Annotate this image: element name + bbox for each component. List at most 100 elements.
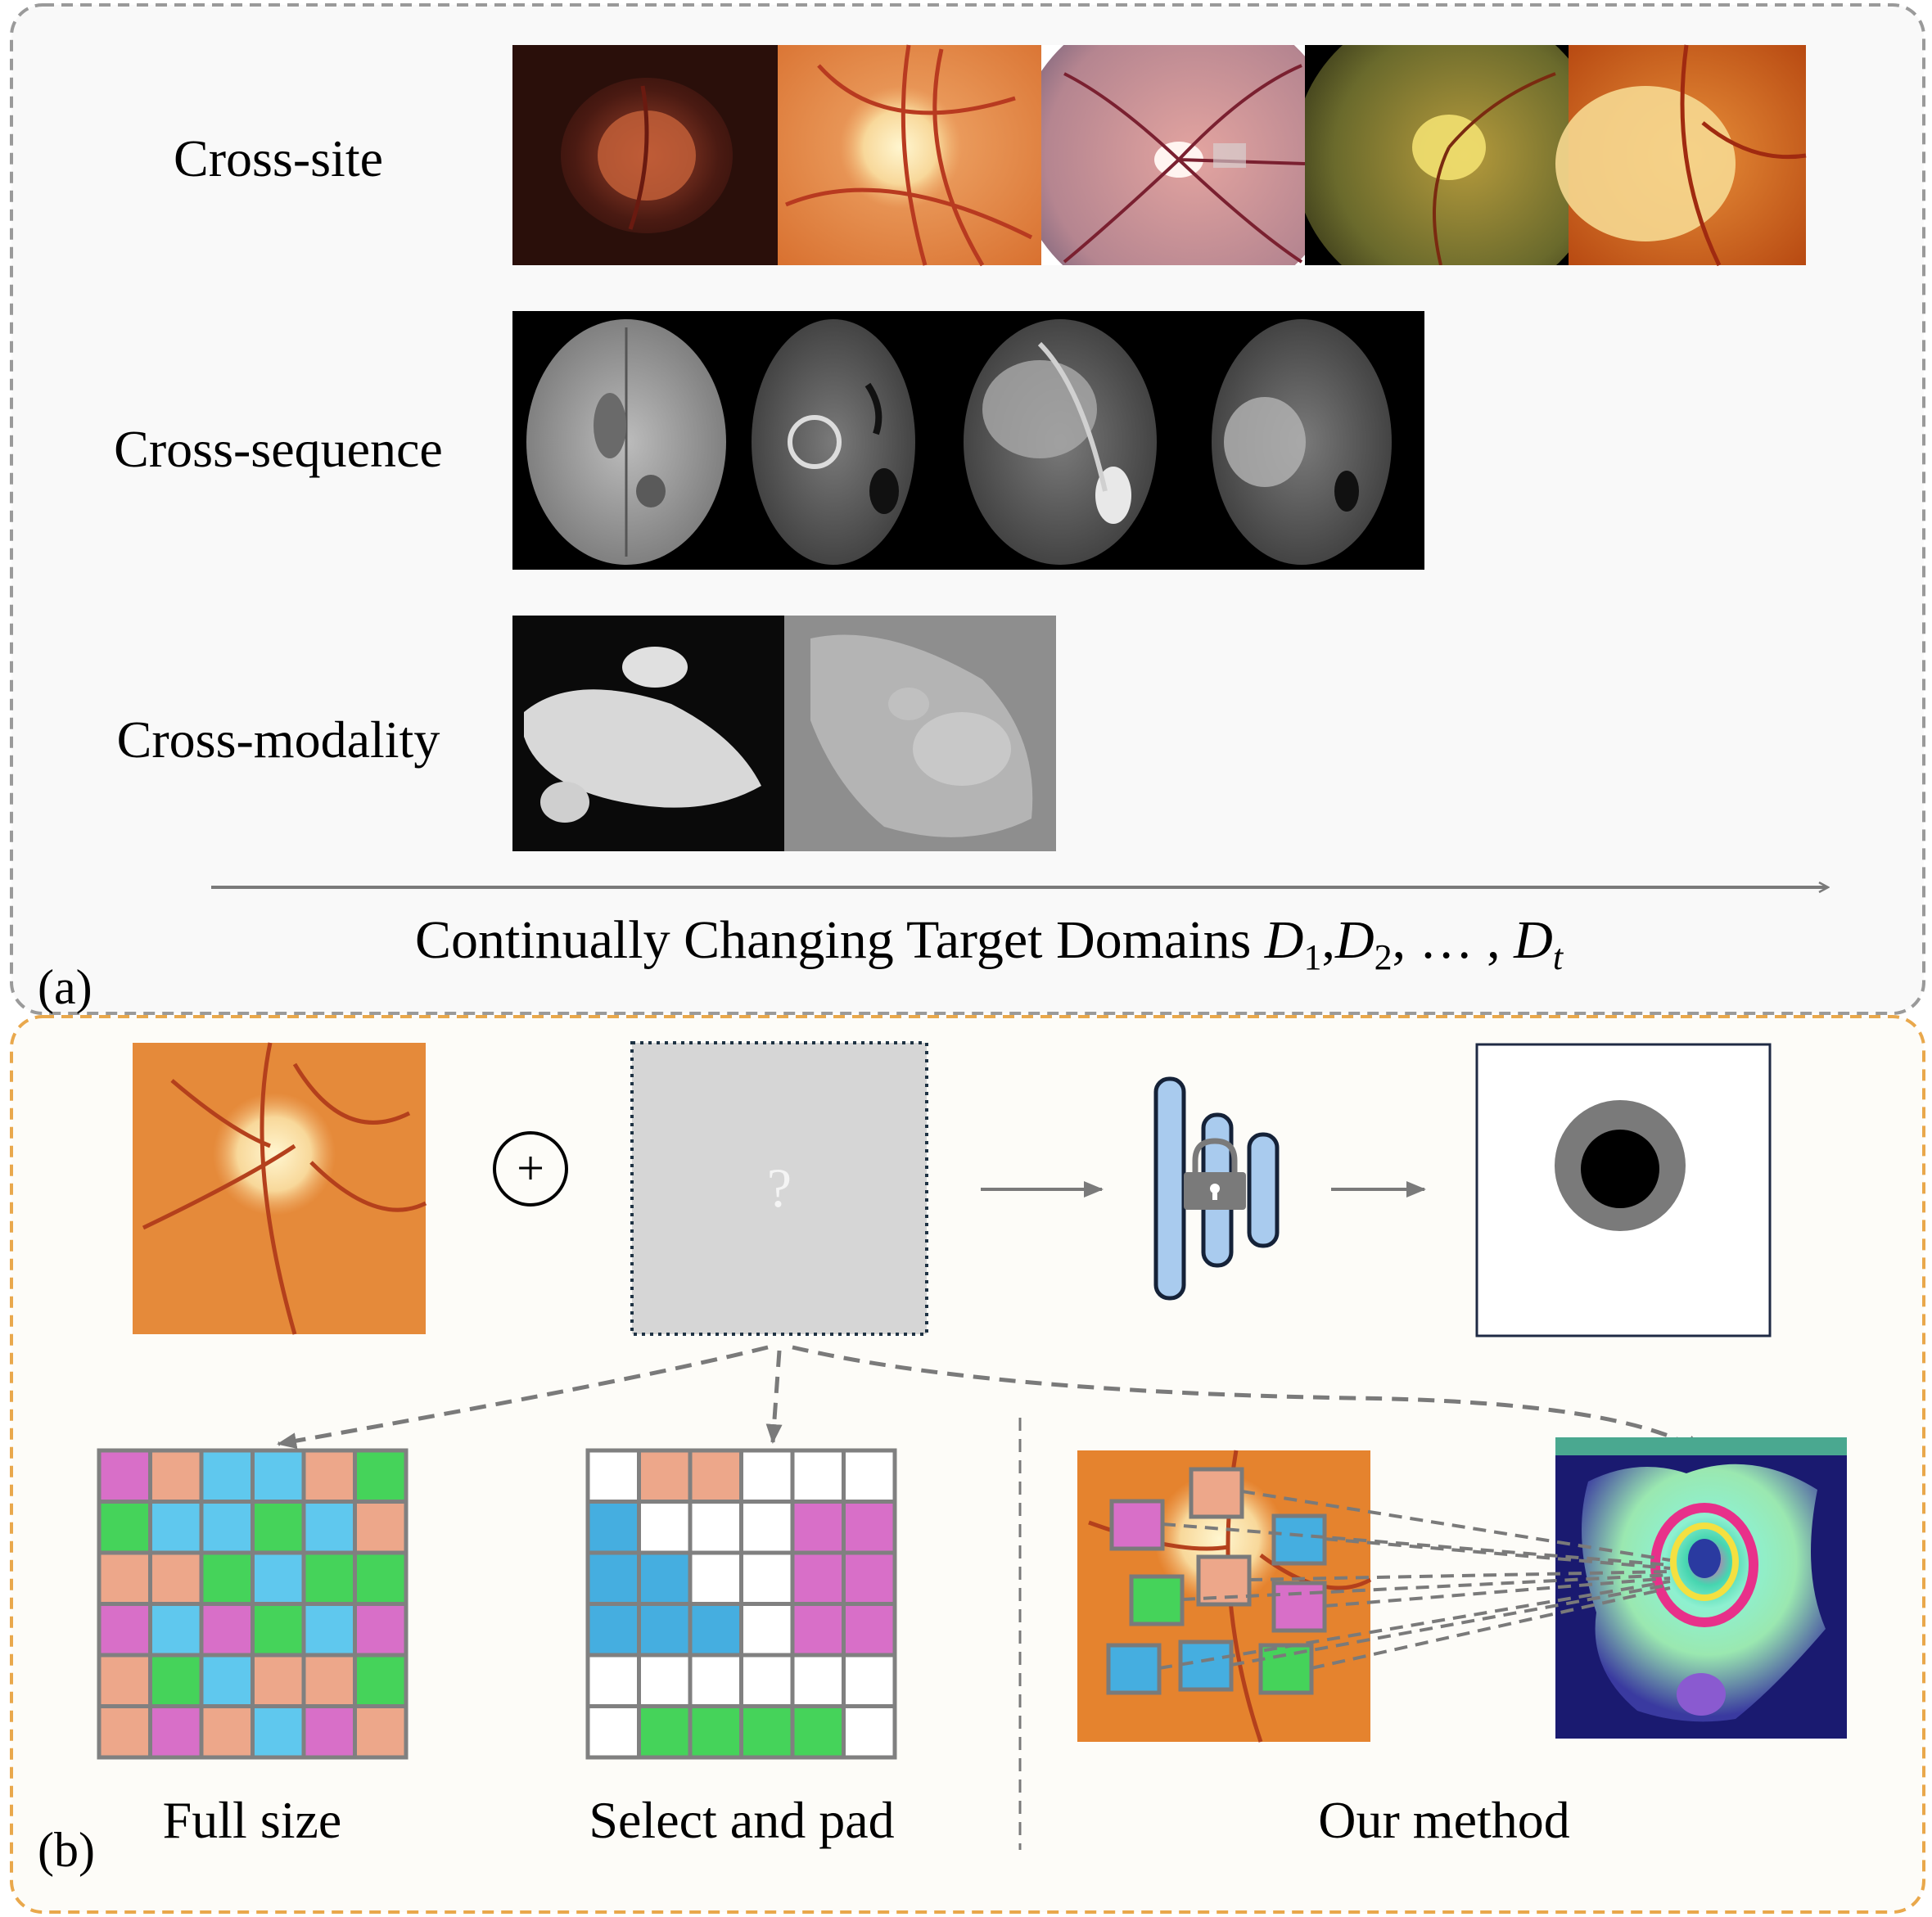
full-size-grid-cell	[148, 1448, 204, 1504]
select-pad-grid-cell	[688, 1448, 743, 1504]
select-pad-grid-cell	[739, 1602, 795, 1658]
fundus-image-1	[512, 45, 778, 265]
full-size-grid-cell	[199, 1448, 255, 1504]
patch-orange-center	[1196, 1554, 1252, 1607]
select-pad-grid-cell	[688, 1653, 743, 1708]
select-pad-grid-cell	[790, 1653, 846, 1708]
our-method-prompt-map	[1555, 1437, 1847, 1739]
patch-magenta-left	[1109, 1499, 1165, 1551]
full-size-grid-cell	[199, 1602, 255, 1658]
full-size-grid-cell	[97, 1500, 152, 1555]
select-pad-grid-cell	[739, 1704, 795, 1760]
full-size-grid-cell	[97, 1653, 152, 1708]
select-pad-grid-cell	[585, 1602, 641, 1658]
panel-b-tag: (b)	[38, 1823, 95, 1877]
fundus-image-2	[778, 44, 1041, 267]
fundus-image-4	[1305, 45, 1569, 265]
full-size-grid-cell	[301, 1500, 357, 1555]
full-size-prompt-grid	[97, 1448, 409, 1760]
dashed-arrow-to-full-size	[277, 1345, 769, 1450]
select-pad-grid-cell	[739, 1653, 795, 1708]
full-size-grid-cell	[301, 1704, 357, 1760]
select-pad-grid-cell	[688, 1704, 743, 1760]
select-pad-grid-cell	[842, 1550, 897, 1606]
select-pad-grid-cell	[790, 1550, 846, 1606]
select-pad-grid-cell	[842, 1448, 897, 1504]
full-size-grid-cell	[199, 1704, 255, 1760]
full-size-grid-cell	[148, 1704, 204, 1760]
full-size-grid-cell	[251, 1653, 306, 1708]
full-size-grid-cell	[353, 1500, 409, 1555]
full-size-grid-cell	[97, 1704, 152, 1760]
caption-our-method: Our method	[1318, 1791, 1570, 1849]
panel-b-frame	[10, 1015, 1925, 1914]
fundus-image-row	[512, 44, 1807, 267]
patch-orange-top	[1189, 1467, 1244, 1519]
select-pad-grid-cell	[842, 1653, 897, 1708]
select-pad-grid-cell	[585, 1653, 641, 1708]
row-label-cross-modality: Cross-modality	[117, 710, 440, 769]
full-size-grid-cell	[353, 1653, 409, 1708]
plus-operator-symbol: +	[517, 1141, 544, 1195]
select-pad-grid-cell	[688, 1602, 743, 1658]
patch-blue-bottom	[1178, 1640, 1234, 1692]
cardiac-image-row	[512, 616, 1056, 851]
select-pad-grid-cell	[842, 1704, 897, 1760]
fundus-image-5	[1555, 44, 1807, 267]
select-pad-grid-cell	[739, 1550, 795, 1606]
full-size-grid-cell	[251, 1704, 306, 1760]
patch-blue-right	[1271, 1513, 1327, 1566]
prompt-placeholder	[630, 1041, 928, 1336]
mri-image-row	[512, 311, 1424, 570]
patch-to-map-connectors	[1158, 1490, 1671, 1670]
mri-image-1	[526, 319, 726, 565]
full-size-grid-cell	[251, 1602, 306, 1658]
timeline-caption: Continually Changing Target Domains D1,D…	[415, 910, 1564, 977]
select-pad-grid-cell	[637, 1704, 693, 1760]
select-pad-grid-cell	[637, 1550, 693, 1606]
cardiac-mri-image	[512, 616, 784, 851]
select-pad-grid-cell	[637, 1653, 693, 1708]
full-size-grid-cell	[353, 1602, 409, 1658]
full-size-grid-cell	[97, 1448, 152, 1504]
select-pad-grid-cell	[585, 1500, 641, 1555]
select-pad-prompt-grid	[585, 1448, 897, 1760]
lock-icon	[1184, 1138, 1246, 1210]
full-size-grid-cell	[353, 1704, 409, 1760]
select-pad-grid-cell	[585, 1704, 641, 1760]
full-size-grid-cell	[251, 1500, 306, 1555]
select-pad-grid-cell	[637, 1500, 693, 1555]
cardiac-ct-image	[784, 616, 1056, 851]
prompt-question-mark: ?	[767, 1157, 792, 1219]
full-size-grid-cell	[251, 1550, 306, 1606]
mri-image-3	[964, 319, 1157, 565]
full-size-grid-cell	[251, 1448, 306, 1504]
select-pad-grid-cell	[637, 1448, 693, 1504]
select-pad-grid-cell	[637, 1602, 693, 1658]
patch-magenta-right	[1271, 1581, 1327, 1633]
caption-select-and-pad: Select and pad	[589, 1791, 894, 1849]
select-pad-grid-cell	[790, 1704, 846, 1760]
select-pad-grid-cell	[585, 1448, 641, 1504]
select-pad-grid-cell	[688, 1550, 743, 1606]
patch-green-left	[1129, 1574, 1185, 1626]
full-size-grid-cell	[148, 1653, 204, 1708]
full-size-grid-cell	[148, 1550, 204, 1606]
plus-operator-circle	[493, 1131, 568, 1207]
full-size-grid-cell	[353, 1550, 409, 1606]
mri-image-4	[1212, 319, 1392, 565]
full-size-grid-cell	[199, 1500, 255, 1555]
select-pad-grid-cell	[790, 1500, 846, 1555]
row-label-cross-site: Cross-site	[174, 129, 383, 187]
full-size-grid-cell	[199, 1653, 255, 1708]
caption-full-size: Full size	[163, 1791, 342, 1849]
segmentation-output	[1475, 1043, 1772, 1337]
full-size-grid-cell	[148, 1500, 204, 1555]
input-fundus-image	[133, 1042, 427, 1335]
select-pad-grid-cell	[585, 1550, 641, 1606]
frozen-model-icon	[1153, 1076, 1280, 1301]
select-pad-grid-cell	[790, 1602, 846, 1658]
patch-blue-bottom-left	[1106, 1643, 1162, 1695]
full-size-grid-cell	[97, 1602, 152, 1658]
